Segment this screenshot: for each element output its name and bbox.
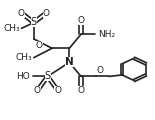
Text: O: O (43, 9, 50, 18)
Text: O: O (36, 41, 43, 50)
Text: CH₃: CH₃ (3, 24, 20, 33)
Text: O: O (18, 9, 25, 18)
Text: CH₃: CH₃ (16, 53, 32, 62)
Text: NH₂: NH₂ (98, 30, 116, 39)
Text: S: S (31, 18, 37, 27)
Text: O: O (97, 66, 104, 75)
Text: N: N (65, 57, 74, 67)
Text: O: O (78, 16, 84, 25)
Text: O: O (78, 86, 84, 95)
Text: O: O (34, 86, 41, 95)
Text: O: O (54, 86, 61, 95)
Text: S: S (44, 71, 51, 81)
Text: HO: HO (16, 72, 29, 81)
